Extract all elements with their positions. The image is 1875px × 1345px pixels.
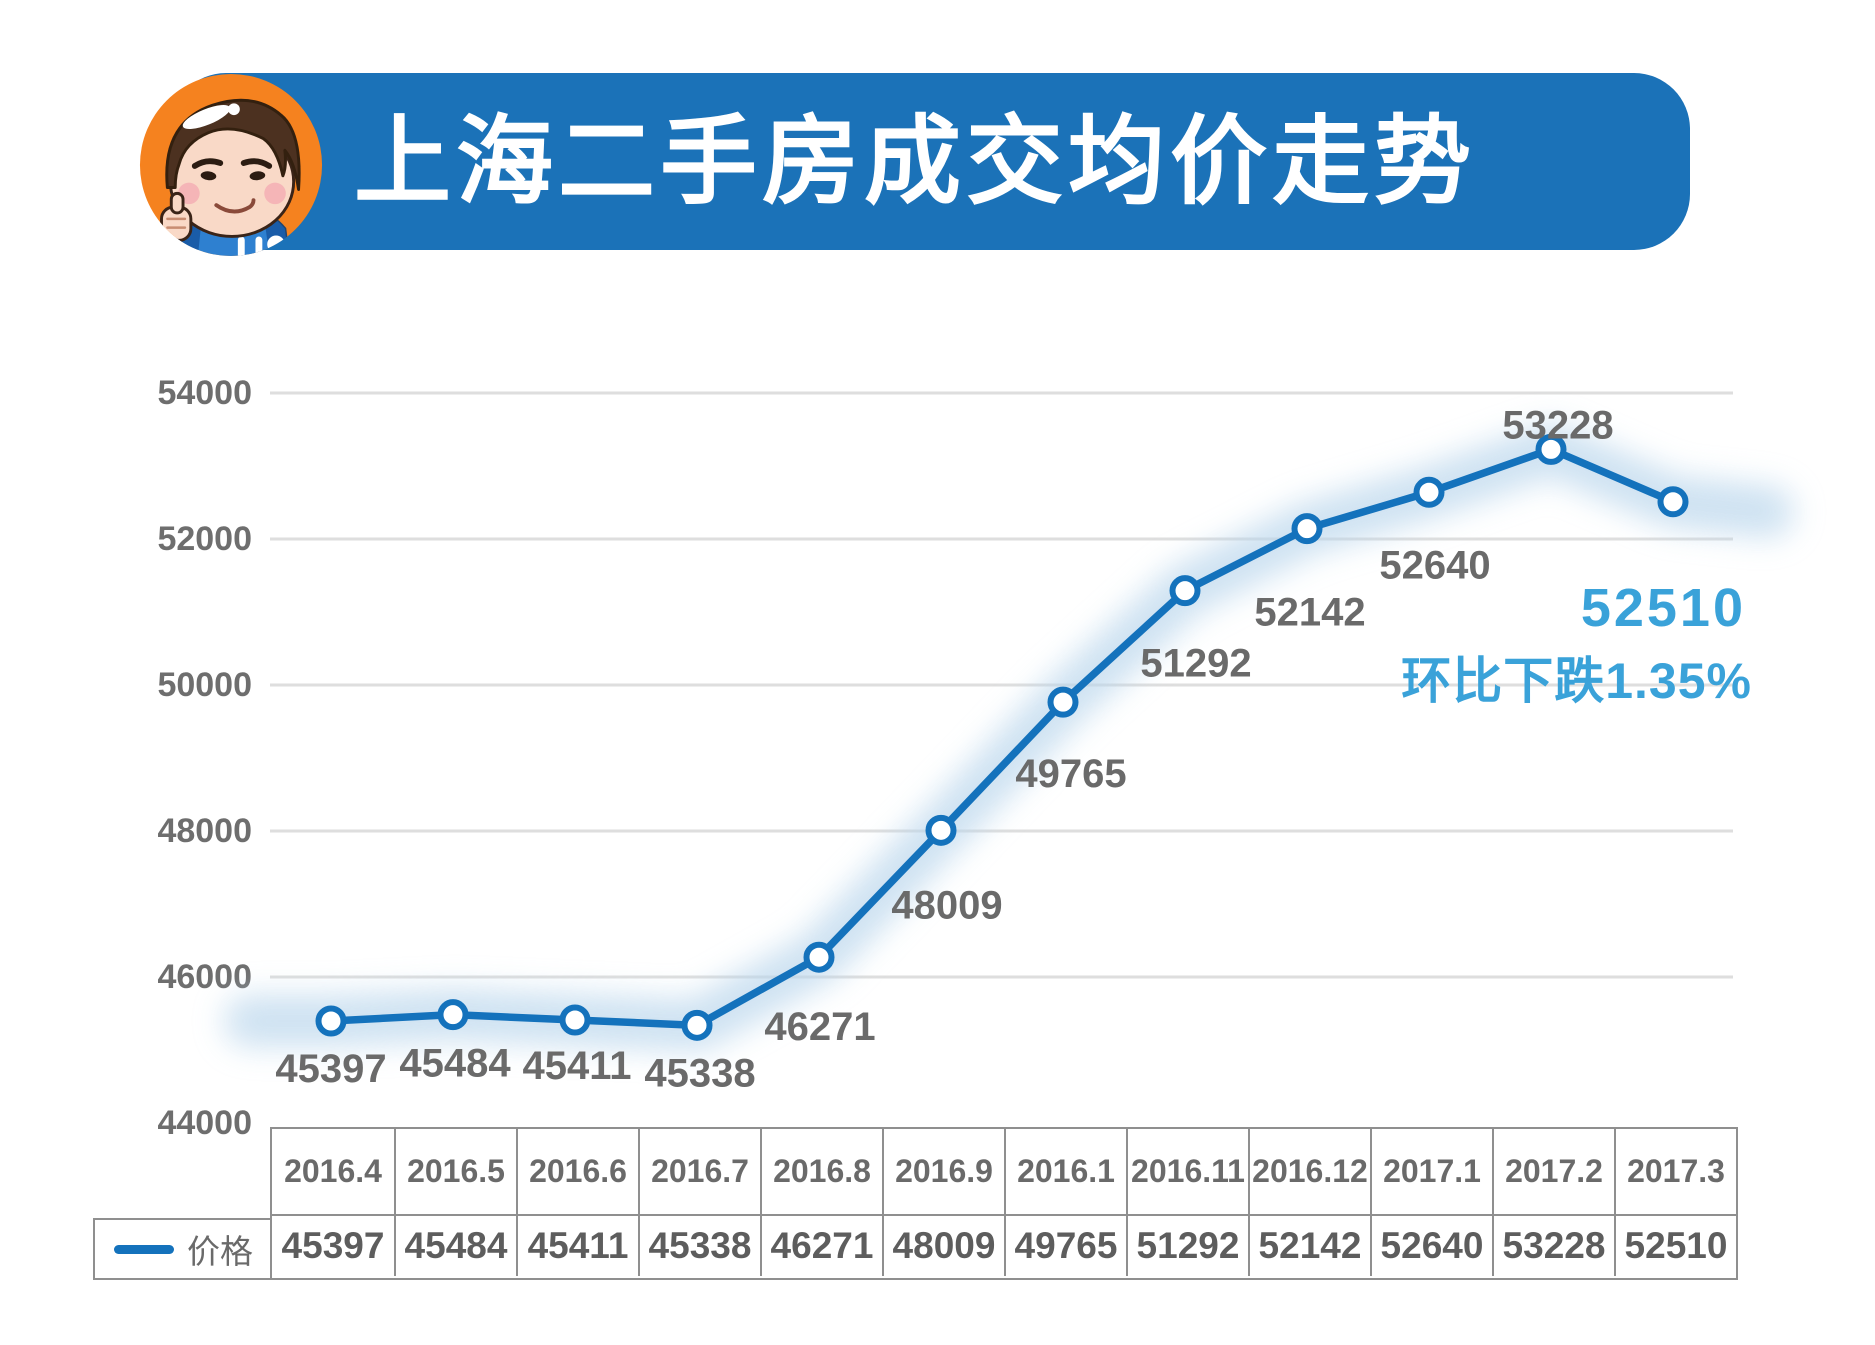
data-point-label: 45411 <box>522 1044 631 1088</box>
value-cell: 53228 <box>1492 1216 1614 1276</box>
data-point-label: 45397 <box>275 1047 386 1091</box>
value-cell: 49765 <box>1004 1216 1126 1276</box>
price-line-path <box>327 445 1677 1030</box>
month-cell: 2017.2 <box>1492 1129 1614 1216</box>
data-point-marker <box>1535 433 1567 465</box>
y-axis-label: 46000 <box>157 958 252 996</box>
table-legend: 价格 <box>93 1218 272 1280</box>
data-point-markers <box>315 433 1689 1041</box>
y-axis-label: 44000 <box>157 1104 252 1142</box>
line-glow <box>222 421 1796 1053</box>
value-cell: 45411 <box>516 1216 638 1276</box>
value-cell: 52142 <box>1248 1216 1370 1276</box>
grid-lines <box>270 391 1733 979</box>
month-cell: 2016.12 <box>1248 1129 1370 1216</box>
legend-label: 价格 <box>187 1233 253 1270</box>
value-cell: 52640 <box>1370 1216 1492 1276</box>
month-cell: 2016.1 <box>1004 1129 1126 1216</box>
month-cell: 2016.9 <box>882 1129 1004 1216</box>
month-cell: 2017.3 <box>1614 1129 1736 1216</box>
data-point-marker <box>1047 686 1079 718</box>
y-axis-labels: 54000 52000 50000 48000 46000 44000 <box>157 374 252 1142</box>
annotation-value: 52510 <box>1581 578 1746 638</box>
y-axis-label: 50000 <box>157 666 252 704</box>
data-point-marker <box>315 1005 347 1037</box>
month-cell: 2016.8 <box>760 1129 882 1216</box>
data-point-label: 49765 <box>1015 752 1126 796</box>
data-point-label: 53228 <box>1502 403 1613 447</box>
data-point-label: 48009 <box>891 883 1002 927</box>
data-point-marker <box>1413 476 1445 508</box>
y-axis-label: 54000 <box>157 374 252 412</box>
value-cell: 46271 <box>760 1216 882 1276</box>
latest-value-annotation: 52510 环比下跌1.35% <box>1401 578 1752 709</box>
legend-line-swatch <box>114 1244 174 1254</box>
month-cell: 2016.5 <box>394 1129 516 1216</box>
month-cell: 2016.7 <box>638 1129 760 1216</box>
data-point-marker <box>1657 486 1689 518</box>
value-cell: 52510 <box>1614 1216 1736 1276</box>
month-cell: 2016.11 <box>1126 1129 1248 1216</box>
data-point-label: 45484 <box>399 1042 511 1086</box>
value-cell: 45484 <box>394 1216 516 1276</box>
data-point-marker <box>437 999 469 1031</box>
header-banner: 上海二手房成交均价走势 <box>170 73 1690 250</box>
avatar-icon <box>139 73 323 257</box>
data-point-marker <box>559 1004 591 1036</box>
value-cell: 51292 <box>1126 1216 1248 1276</box>
data-point-label: 52640 <box>1379 543 1490 587</box>
table-columns: 2016.4 2016.5 2016.6 2016.7 2016.8 2016.9 2016… <box>270 1127 1738 1280</box>
data-point-label: 51292 <box>1140 642 1251 686</box>
value-cell: 48009 <box>882 1216 1004 1276</box>
y-axis-label: 48000 <box>157 812 252 850</box>
page-title: 上海二手房成交均价走势 <box>354 107 1476 216</box>
data-point-label: 46271 <box>764 1005 875 1049</box>
value-cell: 45397 <box>281 1225 385 1266</box>
data-point-marker <box>925 814 957 846</box>
data-point-label: 45338 <box>644 1051 755 1095</box>
annotation-note: 环比下跌1.35% <box>1401 653 1752 709</box>
price-line <box>327 445 1677 1030</box>
month-cell: 2016.6 <box>516 1129 638 1216</box>
data-point-marker <box>1291 513 1323 545</box>
data-point-marker <box>803 941 835 973</box>
y-axis-label: 52000 <box>157 520 252 558</box>
data-point-marker <box>681 1009 713 1041</box>
price-table: 价格 2016.4 2016.5 2016.6 2016.7 2016.8 2016.9 2… <box>93 1127 1738 1280</box>
data-point-marker <box>1169 575 1201 607</box>
data-point-label: 52142 <box>1254 591 1365 635</box>
line-glow-outer <box>222 421 1796 1053</box>
value-cell: 45338 <box>638 1216 760 1276</box>
month-cell: 2017.1 <box>1370 1129 1492 1216</box>
month-cell: 2016.4 <box>272 1129 394 1216</box>
